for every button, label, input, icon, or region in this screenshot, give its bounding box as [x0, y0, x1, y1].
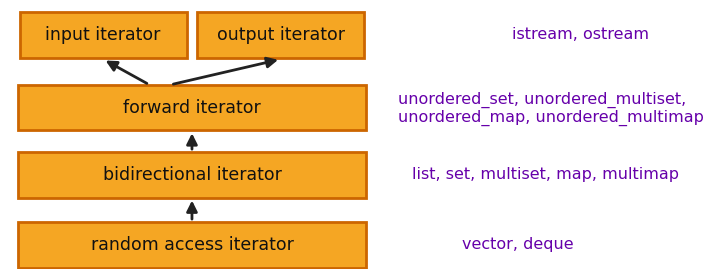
FancyBboxPatch shape	[18, 85, 366, 130]
Text: output iterator: output iterator	[217, 26, 345, 44]
Text: vector, deque: vector, deque	[462, 237, 574, 252]
FancyBboxPatch shape	[18, 152, 366, 198]
FancyBboxPatch shape	[198, 12, 364, 58]
Text: list, set, multiset, map, multimap: list, set, multiset, map, multimap	[412, 167, 680, 182]
FancyBboxPatch shape	[18, 222, 366, 268]
Text: istream, ostream: istream, ostream	[512, 27, 649, 43]
Text: unordered_set, unordered_multiset,
unordered_map, unordered_multimap: unordered_set, unordered_multiset, unord…	[398, 91, 704, 126]
FancyBboxPatch shape	[19, 12, 186, 58]
Text: random access iterator: random access iterator	[90, 236, 294, 254]
Text: input iterator: input iterator	[46, 26, 161, 44]
Text: bidirectional iterator: bidirectional iterator	[102, 166, 282, 184]
Text: forward iterator: forward iterator	[123, 99, 261, 116]
